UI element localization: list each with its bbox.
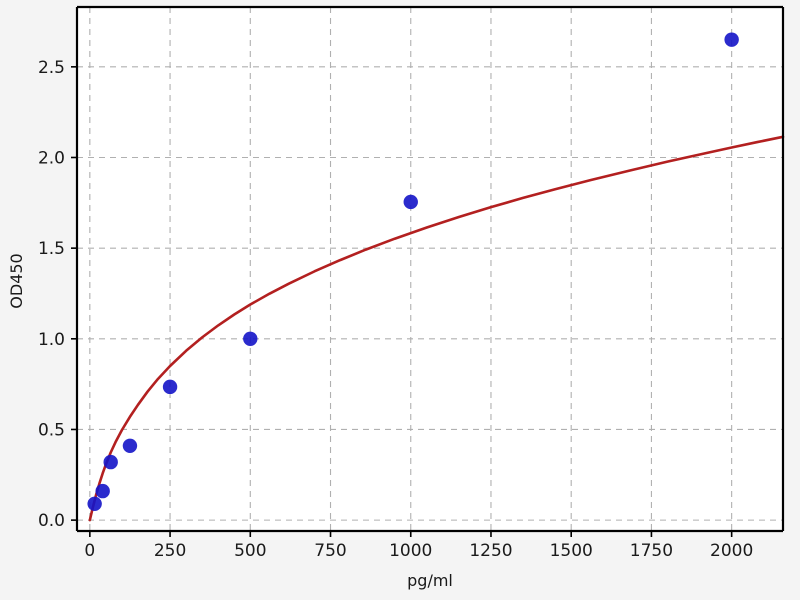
y-axis-title: OD450 xyxy=(7,253,26,308)
x-tick-label: 2000 xyxy=(710,541,753,561)
y-gridlines xyxy=(77,66,783,521)
data-point xyxy=(95,483,110,499)
x-tick-marks xyxy=(89,531,733,537)
y-tick-label: 1.5 xyxy=(38,239,65,259)
axis-spines xyxy=(75,5,785,533)
x-tick-labels: 0 250 500 750 1000 1250 1500 1750 2000 xyxy=(84,541,753,561)
x-tick-label: 1000 xyxy=(389,541,432,561)
x-tick-label: 1250 xyxy=(469,541,512,561)
fitted-curve xyxy=(88,135,785,522)
y-tick-label: 0.0 xyxy=(38,511,65,531)
data-point xyxy=(87,496,102,511)
x-tick-label: 500 xyxy=(234,541,266,561)
data-point xyxy=(724,32,739,47)
data-point xyxy=(122,438,138,453)
y-tick-label: 2.0 xyxy=(38,148,65,168)
x-tick-label: 0 xyxy=(84,541,95,561)
y-tick-label: 2.5 xyxy=(38,58,65,78)
y-tick-label: 1.0 xyxy=(38,330,65,350)
x-tick-label: 250 xyxy=(154,541,186,561)
data-point-markers xyxy=(87,32,739,511)
x-tick-label: 1500 xyxy=(550,541,593,561)
x-axis-title: pg/ml xyxy=(407,571,453,590)
plot-area-background xyxy=(77,7,783,531)
x-tick-label: 750 xyxy=(314,541,346,561)
y-tick-labels: 0.0 0.5 1.0 1.5 2.0 2.5 xyxy=(38,58,65,531)
data-point xyxy=(403,194,418,210)
y-tick-label: 0.5 xyxy=(38,420,65,440)
data-point xyxy=(103,454,118,470)
x-tick-label: 1750 xyxy=(630,541,673,561)
y-tick-marks xyxy=(71,66,77,521)
data-point xyxy=(243,331,258,347)
data-point xyxy=(162,379,178,395)
